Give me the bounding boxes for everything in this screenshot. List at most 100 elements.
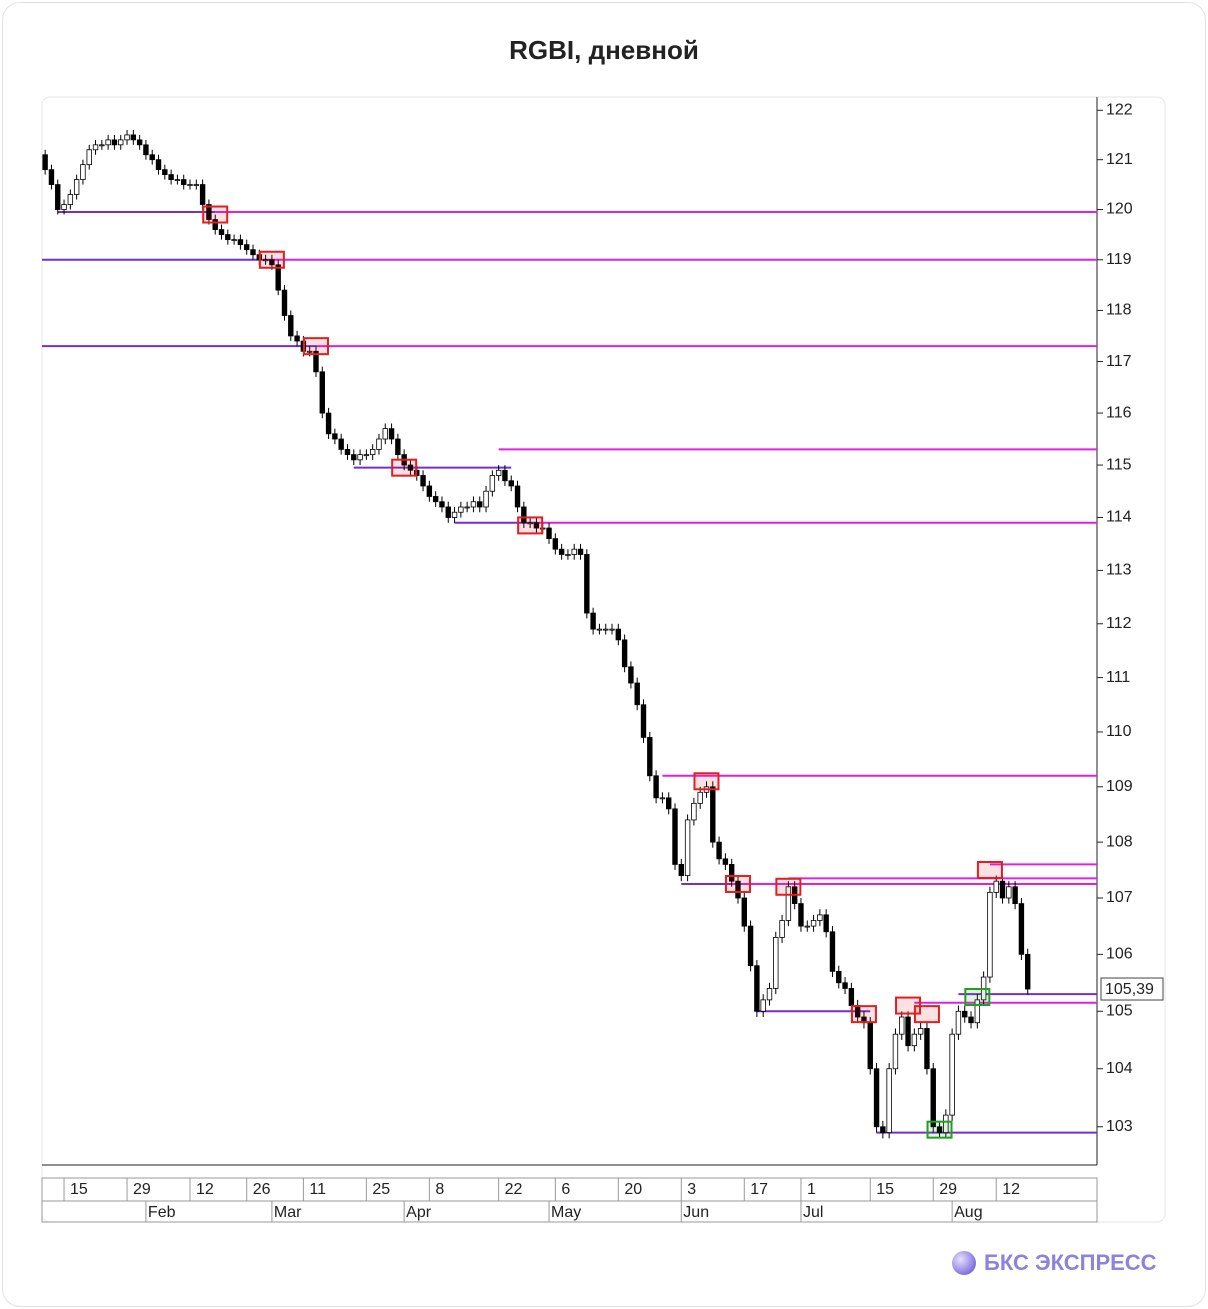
level-marker <box>850 1005 877 1024</box>
candle-body <box>590 612 596 630</box>
candle-body <box>382 428 388 440</box>
chart-title: RGBI, дневной <box>509 35 699 65</box>
candle-body <box>804 925 810 928</box>
candle-body <box>886 1068 892 1133</box>
level-marker <box>775 877 802 896</box>
x-tick-label: 6 <box>561 1181 570 1198</box>
candle-body <box>458 506 464 513</box>
candle-body <box>439 501 445 508</box>
candle-body <box>313 350 319 373</box>
candle-body <box>880 1126 886 1133</box>
candle-body <box>168 174 174 180</box>
x-tick-label: 17 <box>750 1181 768 1198</box>
candle-body <box>294 335 300 342</box>
x-tick-label: 8 <box>435 1181 444 1198</box>
y-tick-label: 120 <box>1106 201 1133 218</box>
candle-body <box>262 259 269 262</box>
candle-body <box>225 234 231 241</box>
candle-body <box>892 1033 899 1070</box>
candle-body <box>407 464 414 471</box>
candle-body <box>162 169 168 175</box>
level-marker <box>391 458 418 477</box>
x-tick-label: 26 <box>253 1181 271 1198</box>
candle-body <box>332 433 338 440</box>
month-label: Jun <box>683 1204 709 1221</box>
candle-body <box>640 704 647 738</box>
candle-body <box>968 1016 974 1024</box>
candle-body <box>684 819 691 876</box>
candle-body <box>281 289 288 316</box>
candle-body <box>244 244 250 251</box>
candle-body <box>565 554 571 556</box>
y-tick-label: 111 <box>1106 669 1130 686</box>
candle-body <box>596 628 603 631</box>
candle-body <box>508 480 514 487</box>
x-tick-label: 29 <box>939 1181 957 1198</box>
candle-body <box>628 666 634 684</box>
y-tick-label: 113 <box>1106 562 1132 579</box>
candle-body <box>269 259 275 266</box>
x-tick-label: 12 <box>196 1181 214 1198</box>
candle-body <box>924 1028 930 1070</box>
candle-body <box>955 1010 962 1035</box>
candle-body <box>672 808 678 865</box>
candle-body <box>48 169 55 185</box>
month-label: May <box>551 1204 581 1221</box>
candle-body <box>521 506 527 524</box>
candle-body <box>61 204 67 210</box>
candle-body <box>181 179 187 185</box>
candle-body <box>728 864 735 882</box>
candle-body <box>823 914 829 933</box>
candle-body <box>848 988 855 1006</box>
y-tick-label: 121 <box>1106 151 1133 168</box>
y-tick-label: 110 <box>1106 723 1132 740</box>
candle-body <box>609 628 615 631</box>
candle-body <box>470 501 477 508</box>
candle-body <box>766 988 773 1001</box>
candle-body <box>388 428 395 440</box>
candle-body <box>873 1068 880 1128</box>
candle-body <box>451 511 458 518</box>
candle-body <box>193 184 200 186</box>
x-tick-label: 20 <box>624 1181 642 1198</box>
y-tick-label: 107 <box>1106 889 1133 906</box>
candle-body <box>288 315 294 337</box>
y-tick-label: 104 <box>1106 1060 1133 1077</box>
candle-body <box>741 897 747 927</box>
candle-body <box>464 506 470 509</box>
candle-body <box>42 154 48 171</box>
candle-body <box>577 548 584 555</box>
candle-body <box>306 350 313 353</box>
level-marker <box>724 874 751 893</box>
candle-body <box>86 149 92 166</box>
y-tick-label: 103 <box>1106 1118 1133 1135</box>
candle-body <box>445 506 451 518</box>
candle-body <box>105 139 111 146</box>
candle-body <box>779 920 785 938</box>
brand-logo <box>952 1251 976 1275</box>
candle-body <box>357 454 363 461</box>
candle-body <box>691 802 697 821</box>
x-tick-label: 11 <box>309 1181 326 1198</box>
candle-body <box>527 522 533 525</box>
candle-body <box>325 412 332 435</box>
y-tick-label: 117 <box>1106 353 1132 370</box>
candle-body <box>369 449 376 456</box>
candle-body <box>999 880 1006 899</box>
candle-body <box>936 1126 943 1133</box>
candle-body <box>174 179 181 181</box>
candle-body <box>993 880 999 893</box>
candle-body <box>653 775 659 799</box>
candle-body <box>338 438 344 450</box>
candle-body <box>930 1068 936 1128</box>
y-tick-label: 108 <box>1106 833 1133 850</box>
candle-body <box>798 903 804 927</box>
candle-body <box>943 1114 949 1133</box>
level-marker <box>693 772 720 791</box>
candle-body <box>495 469 502 476</box>
candle-body <box>899 1016 905 1035</box>
candle-body <box>754 965 760 1012</box>
candle-body <box>206 204 212 220</box>
candle-body <box>55 184 61 210</box>
